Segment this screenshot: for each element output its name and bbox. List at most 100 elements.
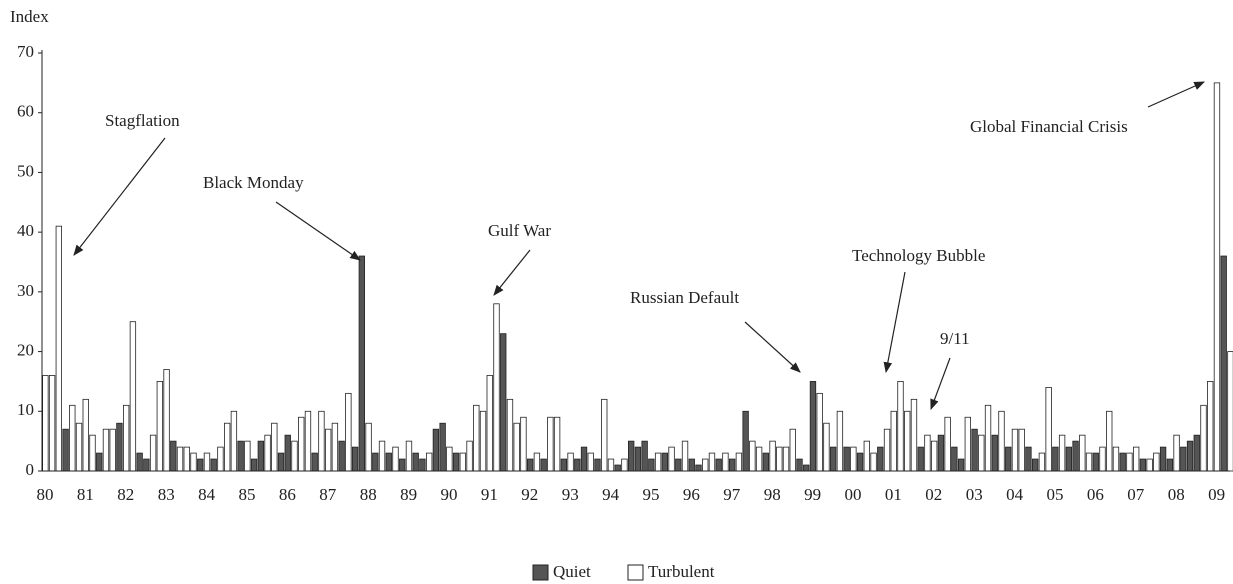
bar: [520, 416, 527, 472]
bar: [547, 416, 554, 472]
bar: [473, 404, 480, 472]
bar: [311, 452, 318, 472]
x-tick-label: 06: [1087, 485, 1104, 504]
bar: [574, 458, 581, 472]
bar: [425, 452, 433, 472]
x-tick-label: 83: [158, 485, 175, 504]
bar: [1092, 452, 1099, 472]
bar: [648, 458, 655, 472]
bar: [836, 410, 844, 472]
bar: [102, 428, 110, 472]
x-tick-label: 04: [1006, 485, 1024, 504]
bar: [735, 452, 743, 472]
bar: [567, 452, 574, 472]
bar: [439, 422, 446, 472]
x-tick-label: 93: [562, 485, 579, 504]
x-tick-label: 82: [117, 485, 134, 504]
bar: [203, 452, 211, 472]
bar: [176, 446, 184, 472]
bar: [695, 464, 702, 472]
annotation: Russian Default: [630, 288, 739, 307]
bar: [318, 410, 325, 472]
bar: [560, 458, 567, 472]
bar: [809, 381, 817, 472]
legend-label: Quiet: [553, 562, 591, 581]
bar: [284, 434, 291, 472]
bar: [500, 333, 507, 472]
bar: [1213, 82, 1221, 472]
y-tick-label: 10: [17, 400, 34, 419]
x-tick-label: 94: [602, 485, 620, 504]
bar: [116, 422, 123, 472]
annotation-arrow: [930, 357, 951, 411]
bar: [580, 446, 588, 472]
bar: [264, 434, 271, 472]
bar: [143, 458, 150, 472]
x-tick-label: 98: [764, 485, 781, 504]
bar: [190, 452, 197, 472]
bar: [708, 452, 716, 472]
y-tick-label: 50: [17, 161, 34, 180]
bar: [587, 452, 594, 472]
bar: [1106, 410, 1113, 472]
x-tick-label: 87: [319, 485, 337, 504]
bar: [412, 452, 419, 472]
y-tick-label: 20: [17, 340, 34, 359]
bar: [345, 392, 352, 472]
annotation: Gulf War: [488, 221, 551, 240]
annotation-arrow: [744, 321, 801, 373]
bar: [170, 440, 177, 472]
bar: [789, 428, 796, 472]
bar: [816, 392, 823, 472]
bar: [742, 410, 749, 472]
bar: [769, 440, 776, 472]
bar: [244, 440, 251, 472]
bar: [715, 458, 722, 472]
bar: [924, 434, 931, 472]
bar: [304, 410, 312, 472]
bar: [163, 369, 170, 472]
annotations: Stagflation Black Monday Gulf War Russia…: [73, 81, 1205, 411]
bar: [729, 458, 736, 472]
bar: [277, 452, 285, 472]
bar: [1011, 428, 1019, 472]
bar: [250, 458, 258, 472]
bar: [291, 440, 298, 472]
bar: [540, 458, 547, 472]
annotation: Black Monday: [203, 173, 304, 192]
bar: [1173, 434, 1180, 472]
bar: [883, 428, 891, 472]
bar: [890, 410, 897, 472]
bar: [399, 458, 406, 472]
bar: [452, 452, 460, 472]
bar: [904, 410, 911, 472]
bar: [675, 458, 682, 472]
bar: [971, 428, 978, 472]
bar: [385, 452, 392, 472]
bar: [1126, 452, 1133, 472]
x-tick-label: 05: [1047, 485, 1064, 504]
bar: [217, 446, 224, 472]
bar: [459, 452, 467, 472]
x-tick-label: 80: [37, 485, 54, 504]
bar: [419, 458, 426, 472]
annotation: Stagflation: [105, 111, 180, 130]
bar: [405, 440, 413, 472]
x-tick-label: 01: [885, 485, 902, 504]
bar: [1146, 458, 1153, 472]
bar: [96, 452, 103, 472]
y-axis-label: Index: [10, 7, 49, 26]
bar: [681, 440, 689, 472]
bar: [553, 416, 561, 472]
bar: [446, 446, 453, 472]
bar: [230, 410, 238, 472]
bar: [1052, 446, 1059, 472]
bar: [75, 422, 83, 472]
x-tick-label: 91: [481, 485, 498, 504]
bar: [1180, 446, 1187, 472]
bar: [1112, 446, 1120, 472]
legend-swatch: [627, 564, 644, 581]
bar: [843, 446, 850, 472]
x-tick-label: 89: [400, 485, 417, 504]
bar: [223, 422, 231, 472]
